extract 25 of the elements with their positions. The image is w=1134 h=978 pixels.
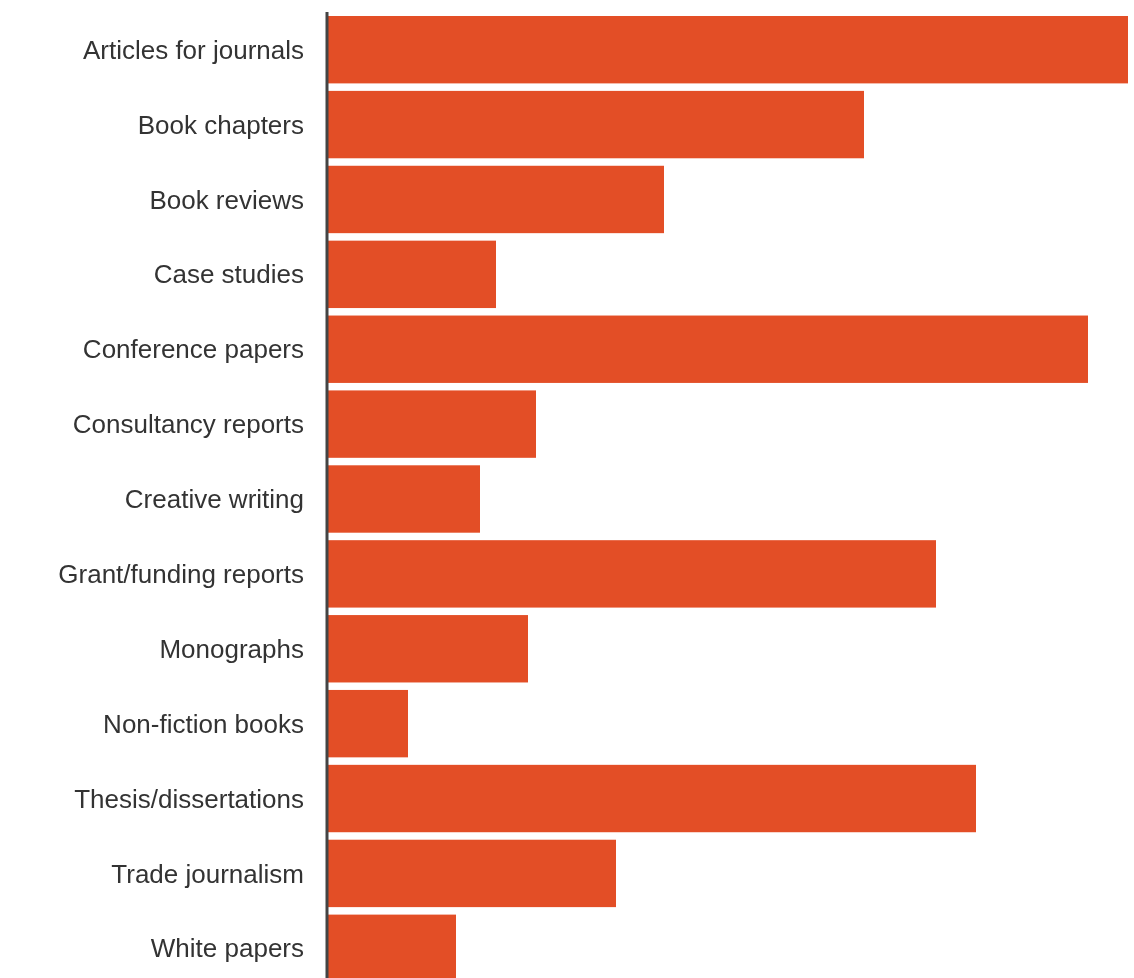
bar [328, 390, 536, 458]
bar [328, 839, 616, 908]
y-tick-label: White papers [150, 933, 304, 964]
y-tick-label: Case studies [153, 259, 304, 290]
bar [328, 315, 1088, 383]
bar [328, 540, 936, 608]
bar [328, 165, 664, 234]
y-tick-label: Thesis/dissertations [74, 783, 304, 814]
y-tick-label: Consultancy reports [72, 409, 304, 440]
y-tick-label: Grant/funding reports [58, 558, 304, 589]
bar [328, 764, 976, 833]
bar [328, 689, 408, 758]
y-tick-label: Book chapters [137, 109, 304, 140]
y-tick-label: Creative writing [124, 484, 304, 515]
y-tick-label: Conference papers [82, 334, 304, 365]
bar [328, 90, 864, 159]
y-tick-label: Trade journalism [111, 858, 304, 889]
bar [328, 240, 496, 309]
bar [328, 465, 480, 533]
y-tick-label: Non-fiction books [103, 708, 304, 739]
y-tick-label: Book reviews [149, 184, 304, 215]
y-tick-label: Monographs [159, 633, 304, 664]
bar [328, 16, 1128, 84]
y-tick-label: Articles for journals [82, 34, 304, 65]
bar [328, 615, 528, 683]
